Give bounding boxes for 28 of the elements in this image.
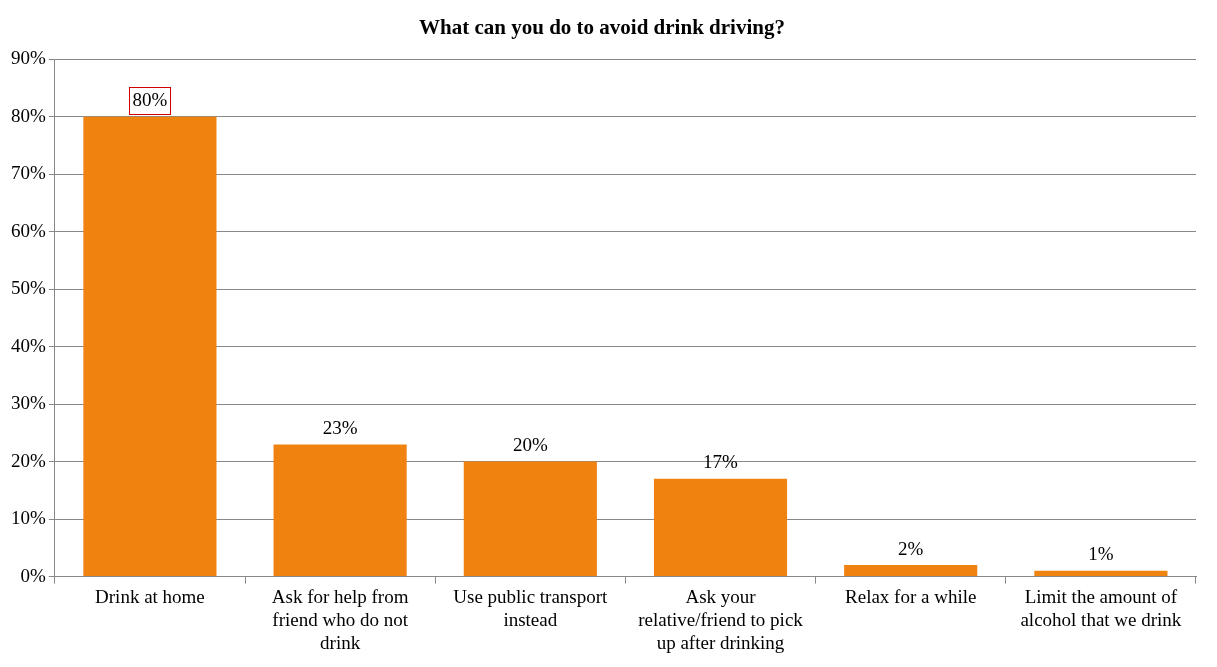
y-tick-label: 80% [11, 104, 46, 126]
y-tick-label: 20% [11, 449, 46, 471]
data-label: 20% [512, 434, 548, 456]
y-tick-label: 40% [11, 334, 46, 356]
x-tick-label: Drink at home [95, 585, 205, 607]
y-tick-label: 60% [11, 219, 46, 241]
x-tick-label: Relax for a while [845, 585, 977, 607]
y-tick-label: 30% [11, 392, 46, 414]
y-tick-label: 90% [11, 47, 46, 69]
data-label: 23% [322, 416, 358, 438]
bar [83, 116, 217, 577]
data-label: 17% [703, 451, 739, 473]
x-tick-label: Ask for help from friend who do not drink [271, 585, 409, 653]
bar [653, 478, 788, 577]
data-label: 1% [1088, 543, 1114, 565]
y-tick-label: 0% [20, 564, 46, 586]
bar [1034, 570, 1168, 577]
x-tick-label: Ask your relative/friend to pick up after drinking [638, 585, 804, 653]
bar [463, 461, 597, 577]
data-label: 2% [898, 537, 924, 559]
y-tick-label: 70% [11, 162, 46, 184]
y-tick-label: 10% [11, 507, 46, 529]
bar [273, 444, 407, 577]
chart-title: What can you do to avoid drink driving? [419, 15, 785, 40]
x-tick-label: Limit the amount of alcohol that we drink [1020, 585, 1182, 630]
y-tick-label: 50% [11, 277, 46, 299]
x-tick-label: Use public transport instead [453, 585, 609, 630]
bar [844, 565, 978, 577]
